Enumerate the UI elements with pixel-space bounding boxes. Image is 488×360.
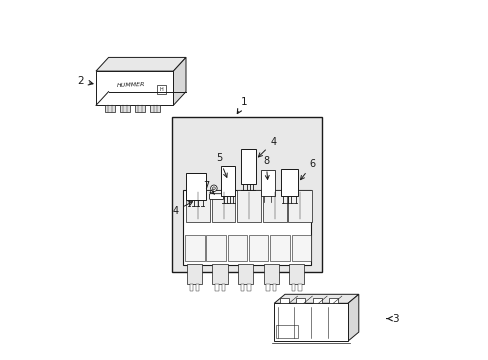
Bar xyxy=(186,264,202,284)
Bar xyxy=(215,284,218,291)
Bar xyxy=(185,235,204,261)
Bar xyxy=(328,298,338,303)
Bar xyxy=(266,284,269,291)
Bar xyxy=(298,284,301,291)
Bar xyxy=(185,173,205,200)
Text: 3: 3 xyxy=(386,314,398,324)
Bar xyxy=(186,190,209,221)
Bar xyxy=(212,264,227,284)
Bar xyxy=(237,190,261,221)
Bar xyxy=(196,284,199,291)
Text: 2: 2 xyxy=(77,76,93,86)
Text: 6: 6 xyxy=(300,159,315,180)
Bar xyxy=(227,235,247,261)
Bar xyxy=(241,284,244,291)
Bar xyxy=(288,190,311,221)
Bar xyxy=(248,235,268,261)
Bar xyxy=(263,264,278,284)
Bar xyxy=(280,169,298,196)
Bar xyxy=(240,149,255,184)
Polygon shape xyxy=(96,57,185,71)
Text: 8: 8 xyxy=(263,156,269,179)
Bar xyxy=(312,298,321,303)
Bar xyxy=(275,325,298,338)
Bar xyxy=(291,235,310,261)
Bar xyxy=(296,298,305,303)
Bar xyxy=(120,104,130,112)
Bar xyxy=(272,284,276,291)
Text: HUMMER: HUMMER xyxy=(117,82,145,88)
Bar xyxy=(291,284,295,291)
Bar xyxy=(150,104,160,112)
Bar xyxy=(135,104,145,112)
Bar xyxy=(263,190,286,221)
Text: 4: 4 xyxy=(173,202,192,216)
Polygon shape xyxy=(347,294,358,341)
FancyBboxPatch shape xyxy=(209,194,223,199)
Circle shape xyxy=(210,185,217,192)
Text: 7: 7 xyxy=(203,181,214,194)
Bar xyxy=(221,166,235,196)
Bar xyxy=(279,298,288,303)
Bar xyxy=(189,284,193,291)
Bar xyxy=(105,104,115,112)
Bar xyxy=(157,85,166,94)
Bar xyxy=(211,190,235,221)
Bar xyxy=(183,190,310,265)
Polygon shape xyxy=(274,294,358,303)
Bar xyxy=(270,235,289,261)
Text: H: H xyxy=(160,87,163,91)
Bar xyxy=(288,264,304,284)
Bar xyxy=(222,284,224,291)
Circle shape xyxy=(212,187,215,190)
Text: 4: 4 xyxy=(258,137,276,157)
Text: 1: 1 xyxy=(237,96,247,113)
Text: 5: 5 xyxy=(216,153,227,177)
Bar xyxy=(206,235,225,261)
Bar xyxy=(238,264,253,284)
Bar xyxy=(260,170,275,196)
Polygon shape xyxy=(173,57,185,105)
Bar xyxy=(96,71,173,105)
Bar xyxy=(172,117,321,272)
Bar xyxy=(247,284,250,291)
Bar xyxy=(274,303,347,341)
